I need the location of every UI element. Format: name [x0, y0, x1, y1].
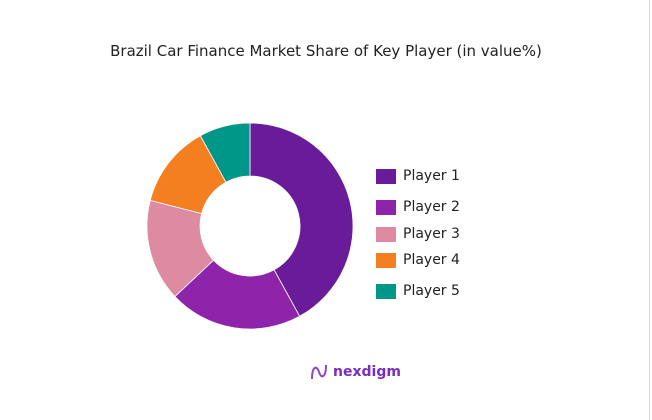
nexdigm-logo-icon — [311, 364, 327, 380]
slice-5 — [199, 122, 251, 183]
legend-swatch — [376, 283, 396, 299]
legend-item-4: Player 4 — [376, 251, 460, 269]
slice-1 — [249, 122, 354, 317]
legend-item-2: Player 2 — [376, 198, 460, 216]
legend-swatch — [376, 226, 396, 242]
logo: nexdigm — [309, 362, 401, 382]
legend-label: Player 2 — [403, 199, 460, 215]
border-line — [649, 0, 650, 420]
chart-title: Brazil Car Finance Market Share of Key P… — [110, 42, 542, 60]
logo-text: nexdigm — [333, 364, 401, 380]
slice-2 — [174, 259, 301, 330]
legend-item-1: Player 1 — [376, 167, 460, 185]
legend-swatch — [376, 199, 396, 215]
legend-label: Player 4 — [403, 252, 460, 268]
legend-label: Player 3 — [403, 226, 460, 242]
legend-item-3: Player 3 — [376, 225, 460, 243]
legend-swatch — [376, 168, 396, 184]
legend-swatch — [376, 252, 396, 268]
legend-item-5: Player 5 — [376, 282, 460, 300]
legend-label: Player 1 — [403, 168, 460, 184]
legend-label: Player 5 — [403, 283, 460, 299]
